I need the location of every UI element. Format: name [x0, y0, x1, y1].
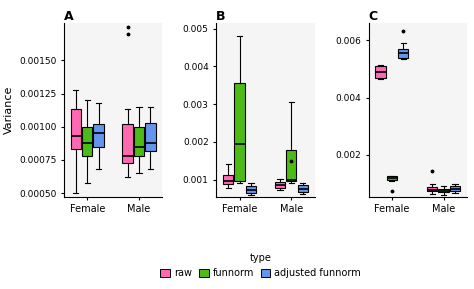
PathPatch shape	[450, 186, 460, 191]
Text: C: C	[369, 10, 378, 23]
PathPatch shape	[438, 189, 449, 192]
Y-axis label: Variance: Variance	[3, 86, 13, 134]
PathPatch shape	[375, 66, 386, 77]
PathPatch shape	[387, 177, 397, 180]
PathPatch shape	[398, 49, 409, 58]
Text: A: A	[64, 10, 73, 23]
PathPatch shape	[246, 186, 256, 193]
PathPatch shape	[71, 110, 81, 149]
PathPatch shape	[298, 185, 308, 192]
PathPatch shape	[122, 124, 133, 163]
PathPatch shape	[275, 182, 285, 188]
Legend: raw, funnorm, adjusted funnorm: raw, funnorm, adjusted funnorm	[157, 251, 364, 281]
PathPatch shape	[427, 187, 438, 191]
PathPatch shape	[145, 123, 155, 151]
PathPatch shape	[235, 84, 245, 181]
PathPatch shape	[134, 127, 144, 156]
PathPatch shape	[93, 124, 104, 147]
PathPatch shape	[286, 150, 296, 181]
Text: B: B	[216, 10, 226, 23]
PathPatch shape	[223, 175, 233, 184]
PathPatch shape	[82, 127, 92, 156]
